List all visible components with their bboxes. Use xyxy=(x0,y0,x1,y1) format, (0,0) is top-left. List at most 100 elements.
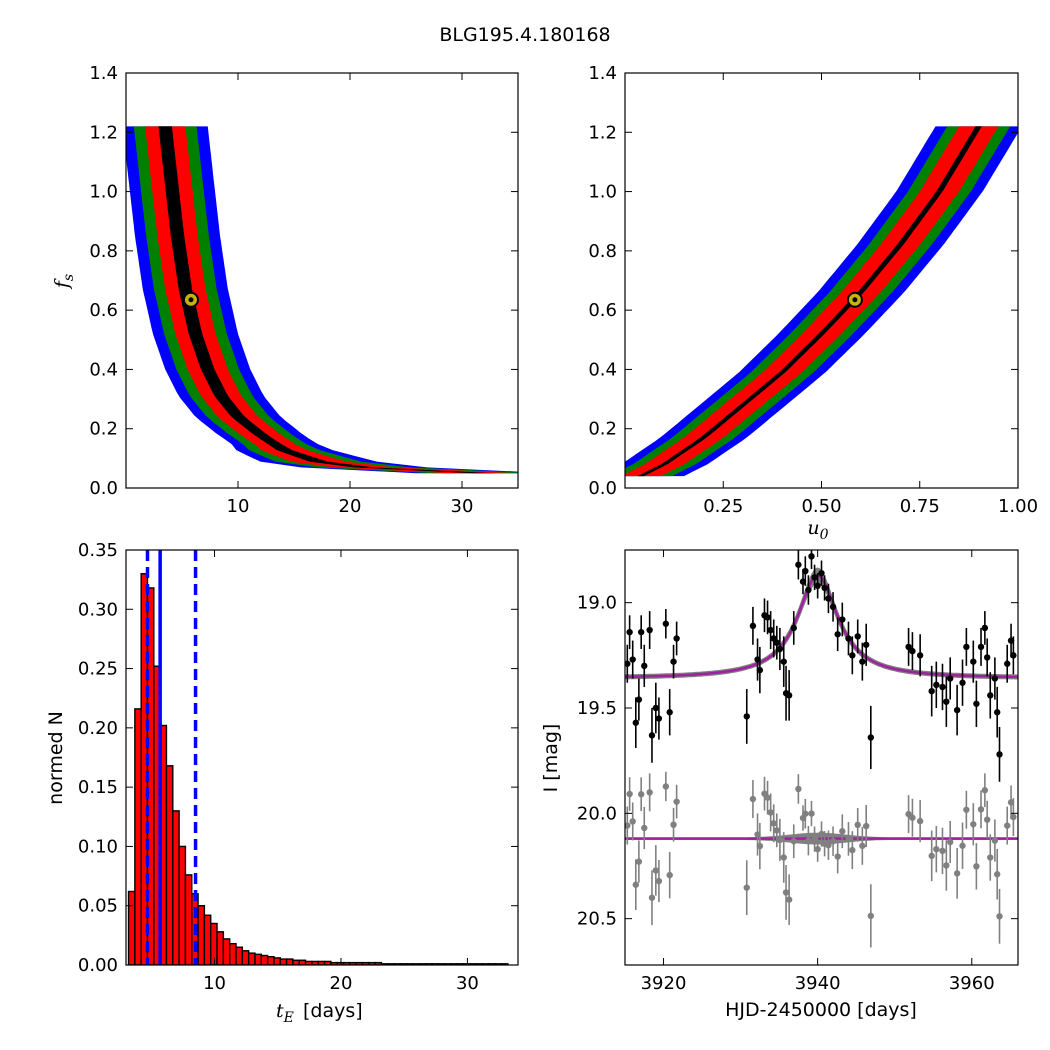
data-point xyxy=(959,679,966,686)
p1-xtick-label: 0.75 xyxy=(900,496,940,517)
data-point xyxy=(641,662,648,670)
data-point xyxy=(646,626,653,634)
p2-xlabel: tE [days] xyxy=(276,1000,363,1026)
p0-ytick-label: 1.0 xyxy=(89,182,118,203)
residual-point xyxy=(946,838,954,846)
residual-point xyxy=(770,820,777,827)
p1-ytick-label: 0.4 xyxy=(588,359,617,380)
residual-point xyxy=(625,822,631,829)
data-point xyxy=(867,734,875,741)
residual-point xyxy=(849,846,856,854)
p0-xtick-label: 20 xyxy=(339,496,362,517)
hist-bar xyxy=(298,959,307,965)
residual-point xyxy=(782,889,790,896)
hist-bar xyxy=(216,931,225,965)
panel-te-histogram: 10 20 30 0.00 0.05 0.10 0.15 0.20 0.25 0.30 0.35 xyxy=(78,540,519,994)
data-point xyxy=(977,643,985,651)
residual-point xyxy=(829,838,837,845)
panel-u0-fs: 0.25 0.50 0.75 1.00 0.0 0.2 0.4 0.6 0.8 1.0 1.2 1.4 xyxy=(588,63,1038,517)
residual-point xyxy=(825,841,832,849)
residual-point xyxy=(749,795,757,803)
data-point xyxy=(673,635,680,642)
residual-point xyxy=(785,896,793,903)
p2-ytick-label: 0.30 xyxy=(78,599,118,620)
data-point xyxy=(805,586,812,594)
data-point xyxy=(764,614,771,621)
residual-point xyxy=(834,853,841,860)
residual-point xyxy=(673,798,680,805)
residual-point xyxy=(939,847,946,855)
hist-bar xyxy=(127,890,136,965)
residual-point xyxy=(655,877,663,885)
data-point xyxy=(776,645,784,653)
hist-bar xyxy=(197,905,206,965)
data-point xyxy=(785,692,793,699)
hist-bar xyxy=(254,953,263,965)
hist-bar xyxy=(235,946,244,965)
p2-xtick-label: 20 xyxy=(330,973,353,994)
data-point xyxy=(909,647,916,655)
residual-point xyxy=(635,858,643,865)
p1-ytick-label: 1.0 xyxy=(588,182,617,203)
residual-point xyxy=(648,894,656,901)
p2-ytick-label: 0.05 xyxy=(78,896,118,917)
p1-ytick-label: 0.0 xyxy=(588,478,617,499)
residual-point xyxy=(802,810,809,817)
data-point xyxy=(916,652,924,659)
data-point xyxy=(859,658,866,665)
p0-frame xyxy=(125,72,519,489)
data-point xyxy=(970,658,977,665)
residual-point xyxy=(805,837,812,844)
residual-point xyxy=(818,830,825,838)
p3-ytick-label: 19.0 xyxy=(577,593,617,614)
residual-point xyxy=(909,814,916,821)
data-point xyxy=(946,675,954,682)
data-point xyxy=(818,569,825,577)
data-point xyxy=(648,732,656,739)
hist-bar xyxy=(247,952,256,965)
p0-ytick-label: 0.0 xyxy=(89,478,118,499)
residual-point xyxy=(973,863,980,870)
p0-density xyxy=(126,126,518,474)
p1-ytick-label: 1.2 xyxy=(588,122,617,143)
data-point xyxy=(625,660,631,667)
data-point xyxy=(626,628,633,636)
data-point xyxy=(849,652,856,659)
residual-point xyxy=(983,816,991,823)
data-point xyxy=(943,698,950,705)
p0-ylabel: fs xyxy=(51,274,77,290)
data-point xyxy=(825,595,832,602)
residual-point xyxy=(646,789,653,796)
hist-bar xyxy=(292,959,300,965)
residual-point xyxy=(845,835,852,843)
hist-bar xyxy=(241,950,250,965)
data-point xyxy=(963,643,970,651)
residual-point xyxy=(991,837,999,844)
residual-point xyxy=(970,821,977,828)
residual-point xyxy=(743,884,750,891)
residual-point xyxy=(767,809,774,816)
data-point xyxy=(983,654,991,661)
p0-ytick-label: 0.8 xyxy=(89,241,118,262)
residual-point xyxy=(993,871,1001,878)
data-point xyxy=(670,658,677,665)
residual-point xyxy=(811,835,818,843)
p1-xtick-label: 0.50 xyxy=(801,496,841,517)
residual-point xyxy=(959,842,966,849)
p1-ytick-label: 0.8 xyxy=(588,241,617,262)
residual-point xyxy=(1004,822,1011,829)
residual-point xyxy=(790,838,797,845)
residual-point xyxy=(814,845,821,853)
data-point xyxy=(1004,660,1011,667)
data-point xyxy=(996,751,1003,758)
data-point xyxy=(802,567,809,575)
hist-bar xyxy=(260,954,269,965)
hist-bar xyxy=(285,958,294,965)
residual-point xyxy=(632,881,639,888)
figure-title: BLG195.4.180168 xyxy=(439,24,610,46)
data-point xyxy=(905,643,912,651)
p3-xtick-label: 3940 xyxy=(795,973,841,994)
residual-point xyxy=(953,870,961,877)
data-point xyxy=(1010,652,1017,659)
p2-xtick-label: 30 xyxy=(456,973,479,994)
